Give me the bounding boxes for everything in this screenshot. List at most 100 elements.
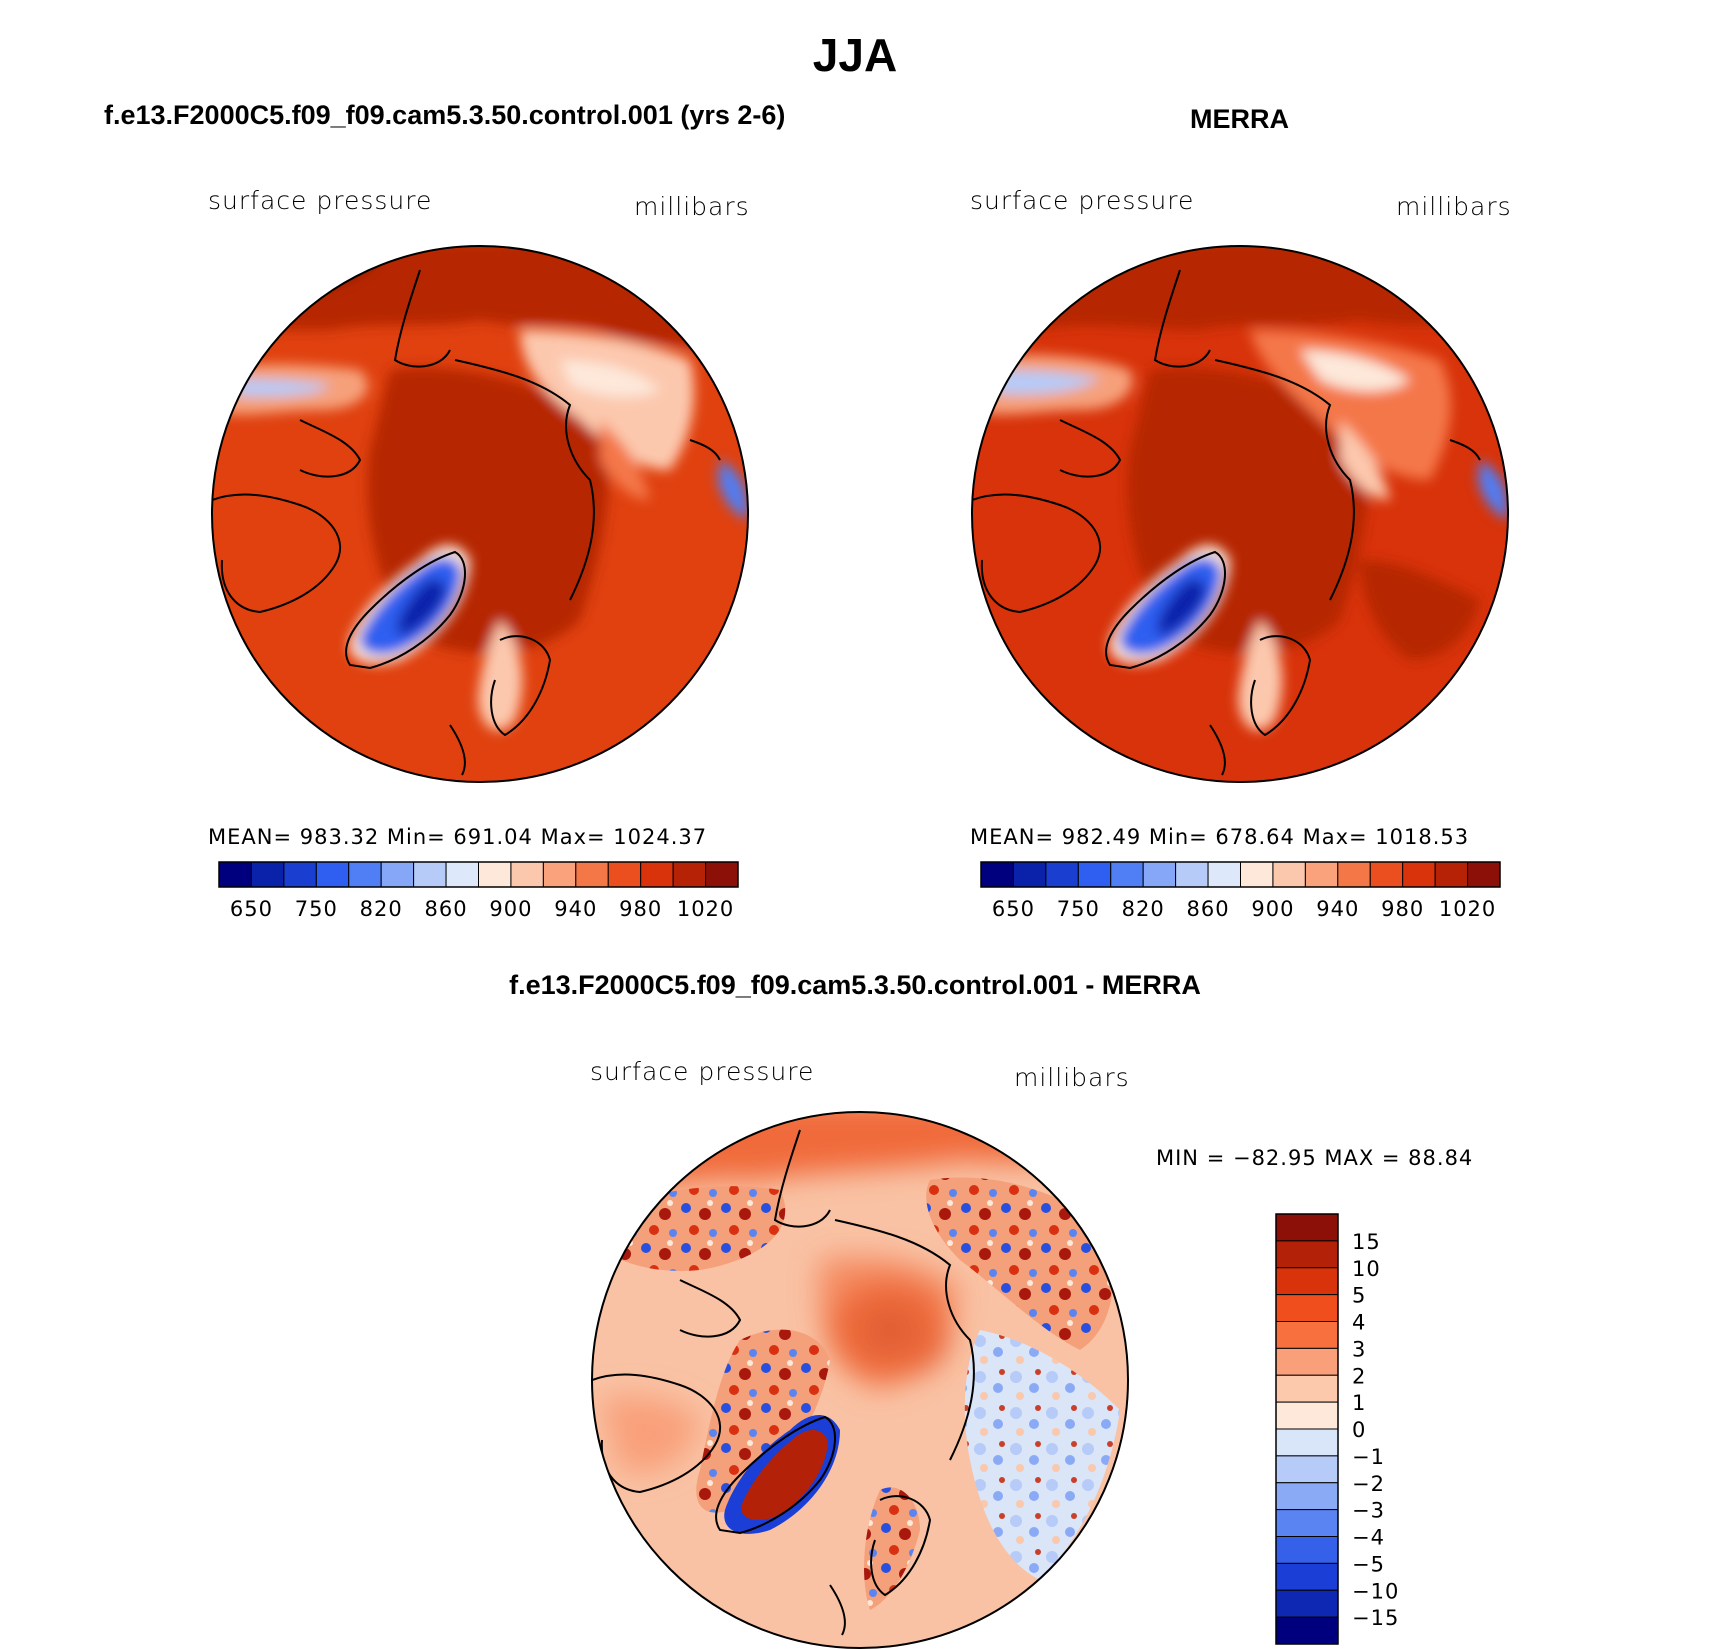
- colorbar-diff-tick-label: 1: [1352, 1391, 1366, 1415]
- panel-merra-title: MERRA: [1190, 104, 1289, 134]
- colorbar-model-swatch: [218, 861, 252, 888]
- colorbar-merra-swatch: [1175, 861, 1209, 888]
- colorbar-merra-swatch: [1207, 861, 1241, 888]
- panel-model-map: [212, 246, 748, 782]
- panel-merra-units: millibars: [1396, 192, 1512, 221]
- colorbar-diff-swatch: [1275, 1589, 1339, 1618]
- colorbar-model-swatch: [672, 861, 707, 888]
- colorbar-merra-swatch: [1434, 861, 1469, 888]
- colorbar-merra-tick-label: 650: [992, 897, 1035, 921]
- panel-model-units: millibars: [634, 192, 750, 221]
- colorbar-merra-swatch: [1240, 861, 1274, 888]
- colorbar-diff-swatch: [1275, 1455, 1339, 1484]
- panel-model-stats: MEAN= 983.32 Min= 691.04 Max= 1024.37: [208, 825, 708, 849]
- panel-diff-map: [592, 1112, 1128, 1648]
- colorbar-model-swatch: [575, 861, 609, 888]
- colorbar-model: 650 750 820 860 900 940 980 1020: [218, 861, 739, 921]
- colorbar-model-tick-label: 1020: [677, 897, 734, 921]
- colorbar-model-swatch: [542, 861, 577, 888]
- colorbar-merra: 650 750 820 860 900 940 980 1020: [980, 861, 1501, 921]
- colorbar-model-tick-label: 900: [489, 897, 532, 921]
- colorbar-model-swatch: [315, 861, 350, 888]
- colorbar-model-tick-label: 750: [295, 897, 338, 921]
- colorbar-merra-swatch: [1467, 861, 1501, 888]
- colorbar-diff-swatch: [1275, 1536, 1339, 1564]
- colorbar-diff-tick-label: −10: [1352, 1579, 1399, 1603]
- colorbar-diff-swatch: [1275, 1562, 1339, 1591]
- colorbar-diff-tick-label: −2: [1352, 1472, 1385, 1496]
- panel-merra-border: [971, 245, 1509, 783]
- colorbar-diff-swatch: [1275, 1428, 1339, 1457]
- colorbar-model-swatch: [250, 861, 285, 888]
- colorbar-diff-swatch: [1275, 1509, 1339, 1537]
- colorbar-merra-tick-label: 900: [1251, 897, 1294, 921]
- colorbar-diff-swatch: [1275, 1294, 1339, 1322]
- colorbar-model-swatch: [380, 861, 415, 888]
- colorbar-diff-tick-label: 5: [1352, 1284, 1366, 1308]
- colorbar-merra-swatch: [1369, 861, 1404, 888]
- colorbar-merra-tick-label: 940: [1316, 897, 1359, 921]
- colorbar-merra-swatch: [1012, 861, 1047, 888]
- panel-model-title: f.e13.F2000C5.f09_f09.cam5.3.50.control.…: [104, 100, 786, 130]
- colorbar-model-swatch: [283, 861, 317, 888]
- colorbar-merra-swatch: [1077, 861, 1112, 888]
- colorbar-model-frame: [218, 861, 739, 888]
- colorbar-diff-tick-label: −5: [1352, 1552, 1385, 1576]
- colorbar-diff-swatch: [1275, 1213, 1339, 1242]
- colorbar-diff-tick-label: −4: [1352, 1526, 1385, 1550]
- colorbar-merra-swatch: [1402, 861, 1436, 888]
- colorbar-merra-swatch: [1304, 861, 1339, 888]
- colorbar-merra-swatch: [1337, 861, 1371, 888]
- colorbar-model-swatch: [510, 861, 544, 888]
- colorbar-merra-tick-label: 820: [1122, 897, 1165, 921]
- colorbar-diff-tick-label: 4: [1352, 1311, 1366, 1335]
- colorbar-diff-swatch: [1275, 1321, 1339, 1349]
- panel-model-variable: surface pressure: [208, 186, 433, 215]
- panel-diff-units: millibars: [1014, 1063, 1130, 1092]
- colorbar-diff-tick-label: −1: [1352, 1445, 1385, 1469]
- figure-title: JJA: [812, 29, 898, 81]
- colorbar-merra-swatch: [1272, 861, 1306, 888]
- colorbar-model-swatch: [445, 861, 479, 888]
- colorbar-diff-swatch: [1275, 1482, 1339, 1511]
- colorbar-diff-tick-label: −15: [1352, 1606, 1399, 1630]
- colorbar-model-swatch: [478, 861, 512, 888]
- colorbar-diff-swatch: [1275, 1401, 1339, 1430]
- colorbar-model-swatch: [705, 861, 739, 888]
- panel-diff-border: [591, 1111, 1129, 1649]
- colorbar-diff-tick-label: −3: [1352, 1499, 1385, 1523]
- panel-diff-variable: surface pressure: [590, 1057, 815, 1086]
- colorbar-merra-tick-label: 860: [1187, 897, 1230, 921]
- colorbar-model-tick-label: 820: [360, 897, 403, 921]
- colorbar-diff-frame: [1275, 1213, 1339, 1645]
- panel-diff-stats: MIN = −82.95 MAX = 88.84: [1156, 1146, 1474, 1170]
- colorbar-model-swatch: [640, 861, 674, 888]
- colorbar-merra-frame: [980, 861, 1501, 888]
- colorbar-diff-swatch: [1275, 1616, 1339, 1645]
- colorbar-diff-swatch: [1275, 1267, 1339, 1296]
- colorbar-model-swatch: [348, 861, 382, 888]
- colorbar-diff-tick-label: 10: [1352, 1257, 1381, 1281]
- colorbar-model-swatch: [413, 861, 447, 888]
- colorbar-diff-tick-label: 0: [1352, 1418, 1366, 1442]
- panel-merra-map: [972, 246, 1508, 782]
- colorbar-merra-swatch: [1045, 861, 1079, 888]
- colorbar-merra-tick-label: 980: [1381, 897, 1424, 921]
- colorbar-model-tick-label: 980: [619, 897, 662, 921]
- colorbar-diff-tick-label: 3: [1352, 1337, 1366, 1361]
- colorbar-merra-tick-label: 1020: [1439, 897, 1496, 921]
- colorbar-diff-swatch: [1275, 1347, 1339, 1376]
- colorbar-model-tick-label: 940: [554, 897, 597, 921]
- colorbar-merra-swatch: [1142, 861, 1177, 888]
- panel-model-border: [211, 245, 749, 783]
- colorbar-merra-swatch: [1110, 861, 1144, 888]
- panel-merra-stats: MEAN= 982.49 Min= 678.64 Max= 1018.53: [970, 825, 1470, 849]
- colorbar-merra-tick-label: 750: [1057, 897, 1100, 921]
- colorbar-model-tick-label: 860: [425, 897, 468, 921]
- colorbar-model-swatch: [607, 861, 642, 888]
- colorbar-diff-swatch: [1275, 1374, 1339, 1403]
- panel-diff-title: f.e13.F2000C5.f09_f09.cam5.3.50.control.…: [509, 970, 1201, 1000]
- colorbar-model-tick-label: 650: [230, 897, 273, 921]
